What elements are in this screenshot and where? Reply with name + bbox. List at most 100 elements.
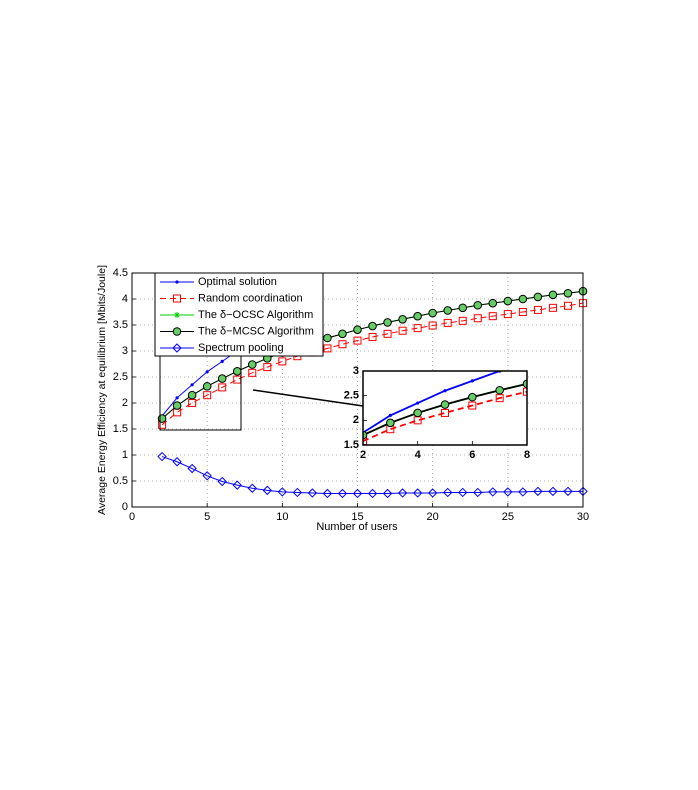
point: [633, 359, 641, 367]
x-tick-label: 6: [469, 449, 475, 461]
point: [187, 463, 197, 474]
y-axis-label: Average Energy Efficiency at equilibrium…: [96, 265, 108, 515]
point: [338, 340, 347, 349]
y-tick-label: 0: [122, 501, 128, 513]
point: [687, 351, 695, 359]
point: [202, 382, 212, 391]
series-group: [157, 286, 588, 499]
point: [413, 311, 422, 321]
series-line: [161, 302, 584, 426]
point: [688, 352, 694, 358]
y-tick-label: 0.5: [113, 475, 128, 487]
series-line: [363, 382, 527, 436]
x-tick-label: 8: [524, 449, 530, 461]
point: [323, 344, 332, 353]
point: [413, 324, 422, 333]
point: [605, 364, 613, 372]
y-tick-label: 2: [122, 397, 128, 409]
point: [337, 488, 348, 499]
point: [232, 366, 242, 376]
point: [443, 306, 453, 315]
point: [495, 385, 504, 395]
point: [563, 288, 573, 298]
y-tick-label: 3: [353, 365, 359, 377]
point: [368, 321, 377, 331]
series-line: [363, 390, 527, 442]
point: [533, 305, 542, 314]
y-tick-label: 3.5: [113, 319, 128, 331]
point: [606, 365, 612, 371]
point: [363, 437, 367, 445]
point: [633, 369, 640, 376]
axes-frame: [131, 272, 584, 508]
x-tick-label: 30: [577, 511, 589, 523]
point: [398, 314, 407, 324]
legend: Optimal solution Random coordination The δ…: [154, 272, 324, 357]
point: [533, 292, 543, 302]
point: [470, 379, 474, 383]
point: [633, 360, 639, 366]
point: [383, 329, 392, 338]
point: [157, 451, 167, 462]
point: [443, 318, 452, 327]
point: [382, 488, 393, 499]
point: [175, 280, 179, 284]
point: [473, 314, 482, 323]
point: [383, 318, 392, 327]
point: [173, 294, 181, 303]
point: [352, 488, 363, 499]
x-axis-label: Number of users: [316, 521, 398, 533]
point: [172, 343, 182, 353]
x-tick-label: 15: [351, 511, 363, 523]
point: [190, 383, 194, 387]
point: [660, 502, 668, 510]
point: [533, 486, 543, 497]
point: [688, 361, 695, 368]
point: [205, 370, 209, 374]
point: [218, 383, 227, 392]
point: [518, 294, 528, 304]
y-tick-label: 2.5: [344, 390, 359, 402]
point: [687, 502, 695, 510]
point: [307, 488, 318, 498]
point: [488, 312, 497, 321]
point: [488, 487, 498, 497]
point: [563, 486, 573, 497]
point: [157, 414, 167, 423]
x-tick-label: 5: [204, 511, 210, 523]
point: [172, 401, 182, 410]
point: [278, 357, 287, 366]
point: [172, 457, 182, 467]
point: [292, 487, 303, 498]
point: [443, 389, 447, 393]
legend-label: Random coordination: [198, 292, 303, 304]
point: [518, 308, 527, 316]
x-tick-label: 4: [415, 449, 422, 461]
x-tick-label: 25: [502, 511, 514, 523]
point: [353, 325, 362, 334]
point: [187, 390, 197, 400]
point: [174, 312, 180, 318]
point: [468, 392, 477, 402]
point: [473, 487, 483, 498]
x-tick-label: 2: [360, 449, 366, 461]
y-tick-label: 1.5: [113, 423, 128, 435]
point: [248, 368, 257, 377]
point: [338, 329, 347, 339]
x-tick-label: 20: [427, 511, 439, 523]
point: [220, 359, 224, 363]
point: [367, 488, 378, 499]
point: [441, 408, 449, 417]
point: [458, 487, 468, 498]
point: [503, 296, 513, 306]
inset-axes: 2 4 6 81.522.53: [344, 351, 695, 510]
point: [412, 488, 423, 498]
y-tick-label: 1.5: [344, 439, 359, 451]
point: [428, 321, 437, 330]
point: [503, 310, 512, 319]
y-tick-label: 2: [353, 414, 359, 426]
legend-label: The δ−MCSC Algorithm: [198, 325, 314, 337]
point: [440, 400, 450, 409]
point: [202, 471, 212, 481]
series-line: [161, 456, 583, 494]
